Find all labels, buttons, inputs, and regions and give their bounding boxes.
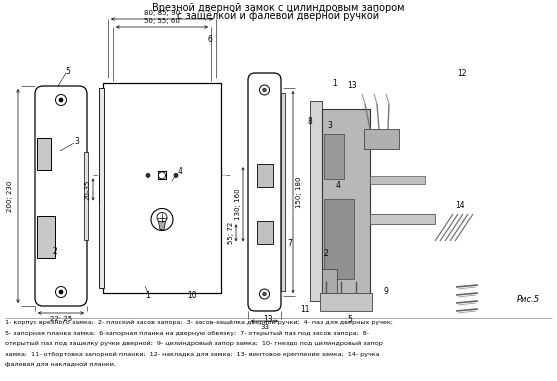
Circle shape (159, 172, 165, 179)
Bar (370, 214, 435, 224)
Text: 1: 1 (333, 78, 338, 88)
Text: 4: 4 (178, 166, 183, 176)
Bar (84, 152, 88, 240)
Text: 5: 5 (66, 67, 70, 75)
Text: открытый паз под защелку ручки дверной;  9- цилиндровый запор замка;  10- гнездо: открытый паз под защелку ручки дверной; … (5, 341, 383, 346)
Text: фалевая для накладной планки.: фалевая для накладной планки. (5, 362, 116, 367)
Bar (37, 216, 55, 258)
Text: 22; 25: 22; 25 (50, 316, 72, 322)
Circle shape (263, 292, 266, 296)
Bar (37, 138, 51, 170)
Circle shape (174, 173, 178, 178)
FancyBboxPatch shape (248, 73, 281, 311)
Bar (257, 164, 272, 187)
Bar (99, 88, 104, 288)
Bar (103, 83, 221, 293)
Bar (324, 199, 354, 279)
Circle shape (56, 287, 66, 298)
Text: замка;  11- отбортовка запорной планки;  12- накладка для замка;  13- винтовое к: замка; 11- отбортовка запорной планки; 1… (5, 352, 379, 357)
Text: 9: 9 (384, 287, 388, 296)
Bar (158, 171, 166, 179)
Circle shape (146, 173, 150, 178)
Circle shape (260, 85, 270, 95)
Bar (364, 129, 399, 149)
Bar (324, 134, 344, 179)
Bar (310, 101, 322, 301)
Bar (281, 93, 285, 291)
Bar (322, 269, 337, 294)
Text: 20-35: 20-35 (85, 179, 91, 200)
Text: 150; 180: 150; 180 (296, 176, 302, 208)
Text: 12: 12 (457, 69, 467, 77)
Text: Врезной дверной замок с цилиндровым запором: Врезной дверной замок с цилиндровым запо… (152, 3, 404, 13)
Text: 1: 1 (145, 290, 150, 299)
Text: 2: 2 (52, 247, 57, 256)
Bar (322, 109, 370, 294)
Text: 14: 14 (455, 202, 465, 210)
Text: 6: 6 (208, 35, 212, 43)
Text: 200; 230: 200; 230 (7, 180, 13, 212)
Text: 8: 8 (307, 117, 312, 125)
Circle shape (59, 98, 63, 102)
Text: 5- запорная планка замка;  6-запорная планка на дверную обвязку;  7- открытый па: 5- запорная планка замка; 6-запорная пла… (5, 330, 369, 336)
Polygon shape (159, 221, 165, 229)
Text: 2: 2 (324, 248, 329, 258)
Text: 3: 3 (75, 136, 80, 146)
Text: 80; 85; 90: 80; 85; 90 (144, 10, 180, 16)
Bar (37, 216, 55, 258)
FancyBboxPatch shape (35, 86, 87, 306)
Bar (37, 138, 51, 170)
Circle shape (59, 290, 63, 294)
Text: 13: 13 (347, 80, 357, 90)
Text: 50; 55; 60: 50; 55; 60 (144, 18, 180, 24)
Text: Рис.5: Рис.5 (517, 295, 540, 304)
Text: 130; 160: 130; 160 (235, 189, 241, 220)
Circle shape (157, 213, 167, 223)
Text: с защёлкой и фалевой дверной ручкой: с защёлкой и фалевой дверной ручкой (177, 11, 379, 21)
Text: 5: 5 (348, 314, 353, 323)
Circle shape (263, 88, 266, 92)
Text: 3: 3 (328, 122, 333, 131)
Bar (257, 221, 272, 244)
Circle shape (56, 94, 66, 106)
Circle shape (151, 208, 173, 231)
Text: 13: 13 (263, 314, 273, 323)
Text: 10: 10 (187, 290, 197, 299)
Bar (320, 293, 372, 311)
Text: 4: 4 (335, 181, 340, 190)
Text: 55; 72: 55; 72 (228, 222, 234, 244)
Text: 11: 11 (300, 304, 310, 314)
Circle shape (260, 289, 270, 299)
Text: 1- корпус врезного замка;  2- плоский засов запора;  3- засов-защёлка дверной ру: 1- корпус врезного замка; 2- плоский зас… (5, 320, 393, 325)
Bar (370, 176, 425, 184)
Text: 7: 7 (287, 239, 292, 248)
Text: 33: 33 (260, 324, 269, 330)
